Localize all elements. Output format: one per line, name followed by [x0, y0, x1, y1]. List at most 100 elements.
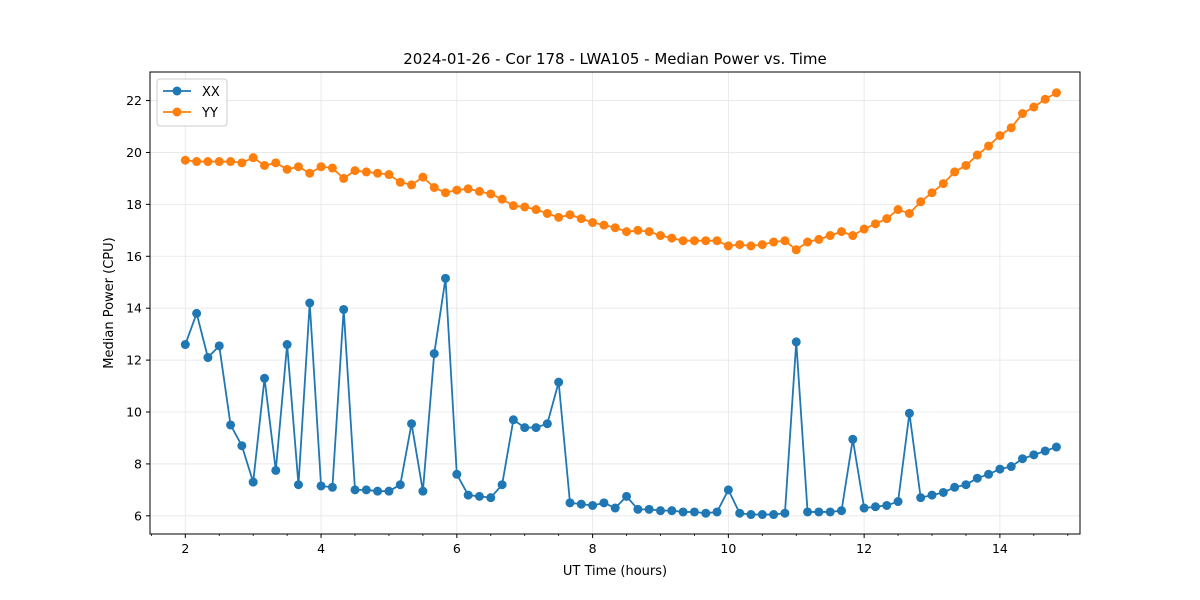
chart-title: 2024-01-26 - Cor 178 - LWA105 - Median P… [403, 50, 827, 68]
data-point-xx [203, 353, 213, 363]
x-tick-label: 10 [720, 541, 736, 556]
data-point-xx [746, 510, 756, 520]
x-tick-label: 8 [589, 541, 597, 556]
data-point-xx [531, 423, 541, 433]
data-point-yy [769, 237, 779, 247]
data-point-yy [950, 167, 960, 177]
data-point-yy [1029, 102, 1039, 112]
data-point-yy [429, 183, 439, 192]
data-point-xx [938, 487, 948, 497]
data-point-yy [441, 188, 450, 198]
data-point-xx [904, 408, 914, 418]
data-point-yy [576, 214, 586, 224]
data-point-xx [882, 500, 892, 510]
data-point-xx [214, 341, 224, 351]
data-point-yy [474, 186, 484, 196]
data-point-xx [1006, 462, 1016, 472]
data-point-xx [588, 500, 598, 510]
data-point-xx [916, 493, 926, 503]
data-point-xx [644, 504, 654, 514]
data-point-xx [237, 441, 247, 451]
data-point-xx [622, 491, 632, 501]
data-point-yy [938, 179, 948, 189]
data-point-yy [610, 223, 620, 233]
data-point-yy [520, 202, 530, 212]
y-tick-label: 16 [126, 249, 142, 264]
data-point-xx [712, 507, 722, 517]
data-point-xx [837, 506, 847, 516]
data-point-yy [1018, 109, 1027, 119]
data-point-xx [859, 503, 869, 513]
data-point-xx [780, 508, 790, 518]
x-tick-label: 12 [856, 541, 872, 556]
y-tick-label: 6 [134, 508, 142, 523]
data-point-yy [463, 184, 473, 194]
data-point-yy [644, 227, 654, 237]
data-point-xx [327, 482, 337, 492]
data-point-xx [293, 480, 303, 490]
data-point-yy [282, 164, 292, 174]
data-point-xx [723, 485, 733, 495]
y-tick-label: 20 [126, 145, 142, 160]
data-point-xx [508, 415, 518, 425]
data-point-xx [305, 298, 315, 308]
data-point-yy [1051, 88, 1061, 98]
data-point-xx [339, 304, 349, 314]
data-point-xx [576, 499, 586, 509]
data-point-xx [1040, 446, 1050, 456]
data-point-yy [837, 227, 847, 237]
data-point-xx [678, 507, 688, 517]
data-point-xx [995, 464, 1005, 474]
data-point-yy [882, 214, 892, 224]
data-point-yy [870, 219, 880, 229]
y-axis-label: Median Power (CPU) [102, 237, 117, 368]
data-point-yy [961, 160, 971, 170]
data-point-xx [1018, 454, 1027, 464]
data-point-xx [180, 340, 190, 350]
data-point-xx [735, 508, 745, 518]
x-tick-label: 6 [453, 541, 461, 556]
data-point-yy [305, 168, 315, 178]
legend-label-yy: YY [201, 106, 218, 121]
data-point-yy [226, 157, 236, 167]
data-point-yy [260, 160, 270, 170]
y-tick-label: 14 [126, 301, 142, 316]
data-point-xx [452, 469, 462, 479]
legend: XX YY [156, 78, 228, 127]
data-point-xx [803, 507, 813, 517]
data-point-yy [214, 157, 224, 167]
data-point-xx [1029, 450, 1039, 460]
data-point-xx [520, 423, 530, 433]
data-point-xx [814, 507, 824, 517]
data-point-xx [984, 469, 994, 479]
data-point-yy [350, 166, 360, 176]
x-tick-label: 4 [317, 541, 325, 556]
data-point-yy [893, 205, 903, 215]
data-point-yy [293, 162, 303, 172]
data-point-yy [316, 162, 326, 172]
data-point-yy [746, 241, 756, 251]
data-point-yy [418, 172, 428, 182]
data-point-xx [599, 498, 609, 508]
data-point-xx [316, 481, 326, 491]
grid [150, 72, 1080, 534]
data-point-yy [203, 157, 213, 167]
data-point-xx [361, 485, 371, 495]
data-point-xx [565, 498, 575, 508]
data-point-yy [395, 177, 405, 187]
data-point-xx [610, 503, 620, 513]
data-point-yy [508, 201, 518, 211]
data-point-yy [927, 188, 937, 198]
data-point-yy [780, 236, 790, 246]
data-point-xx [395, 480, 405, 490]
data-point-xx [474, 491, 484, 501]
data-point-xx [689, 507, 699, 517]
data-point-xx [282, 340, 292, 350]
x-axis-label: UT Time (hours) [563, 564, 667, 579]
data-point-xx [226, 420, 236, 430]
data-point-yy [757, 240, 767, 250]
data-point-yy [984, 141, 994, 151]
data-point-yy [497, 194, 507, 204]
data-point-xx [429, 349, 439, 359]
data-point-xx [271, 465, 281, 475]
